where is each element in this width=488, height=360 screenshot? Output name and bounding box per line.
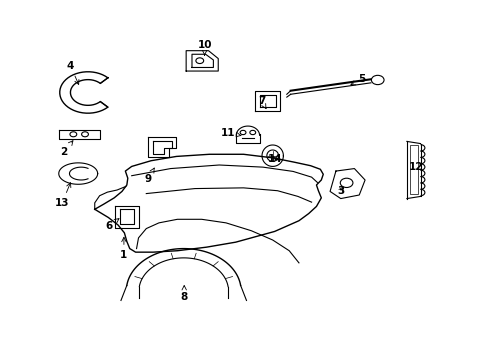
Text: 7: 7 (257, 96, 265, 109)
Text: 6: 6 (105, 219, 119, 231)
Text: 1: 1 (120, 237, 127, 260)
Text: 12: 12 (407, 162, 422, 172)
Text: 3: 3 (336, 186, 344, 196)
Text: 11: 11 (220, 128, 241, 138)
Text: 4: 4 (66, 61, 79, 85)
Text: 8: 8 (180, 285, 187, 302)
Text: 2: 2 (60, 141, 73, 157)
Text: 13: 13 (55, 183, 71, 208)
Text: 5: 5 (350, 74, 365, 85)
Text: 9: 9 (144, 168, 154, 184)
Text: 14: 14 (267, 154, 282, 163)
Text: 10: 10 (197, 40, 211, 55)
